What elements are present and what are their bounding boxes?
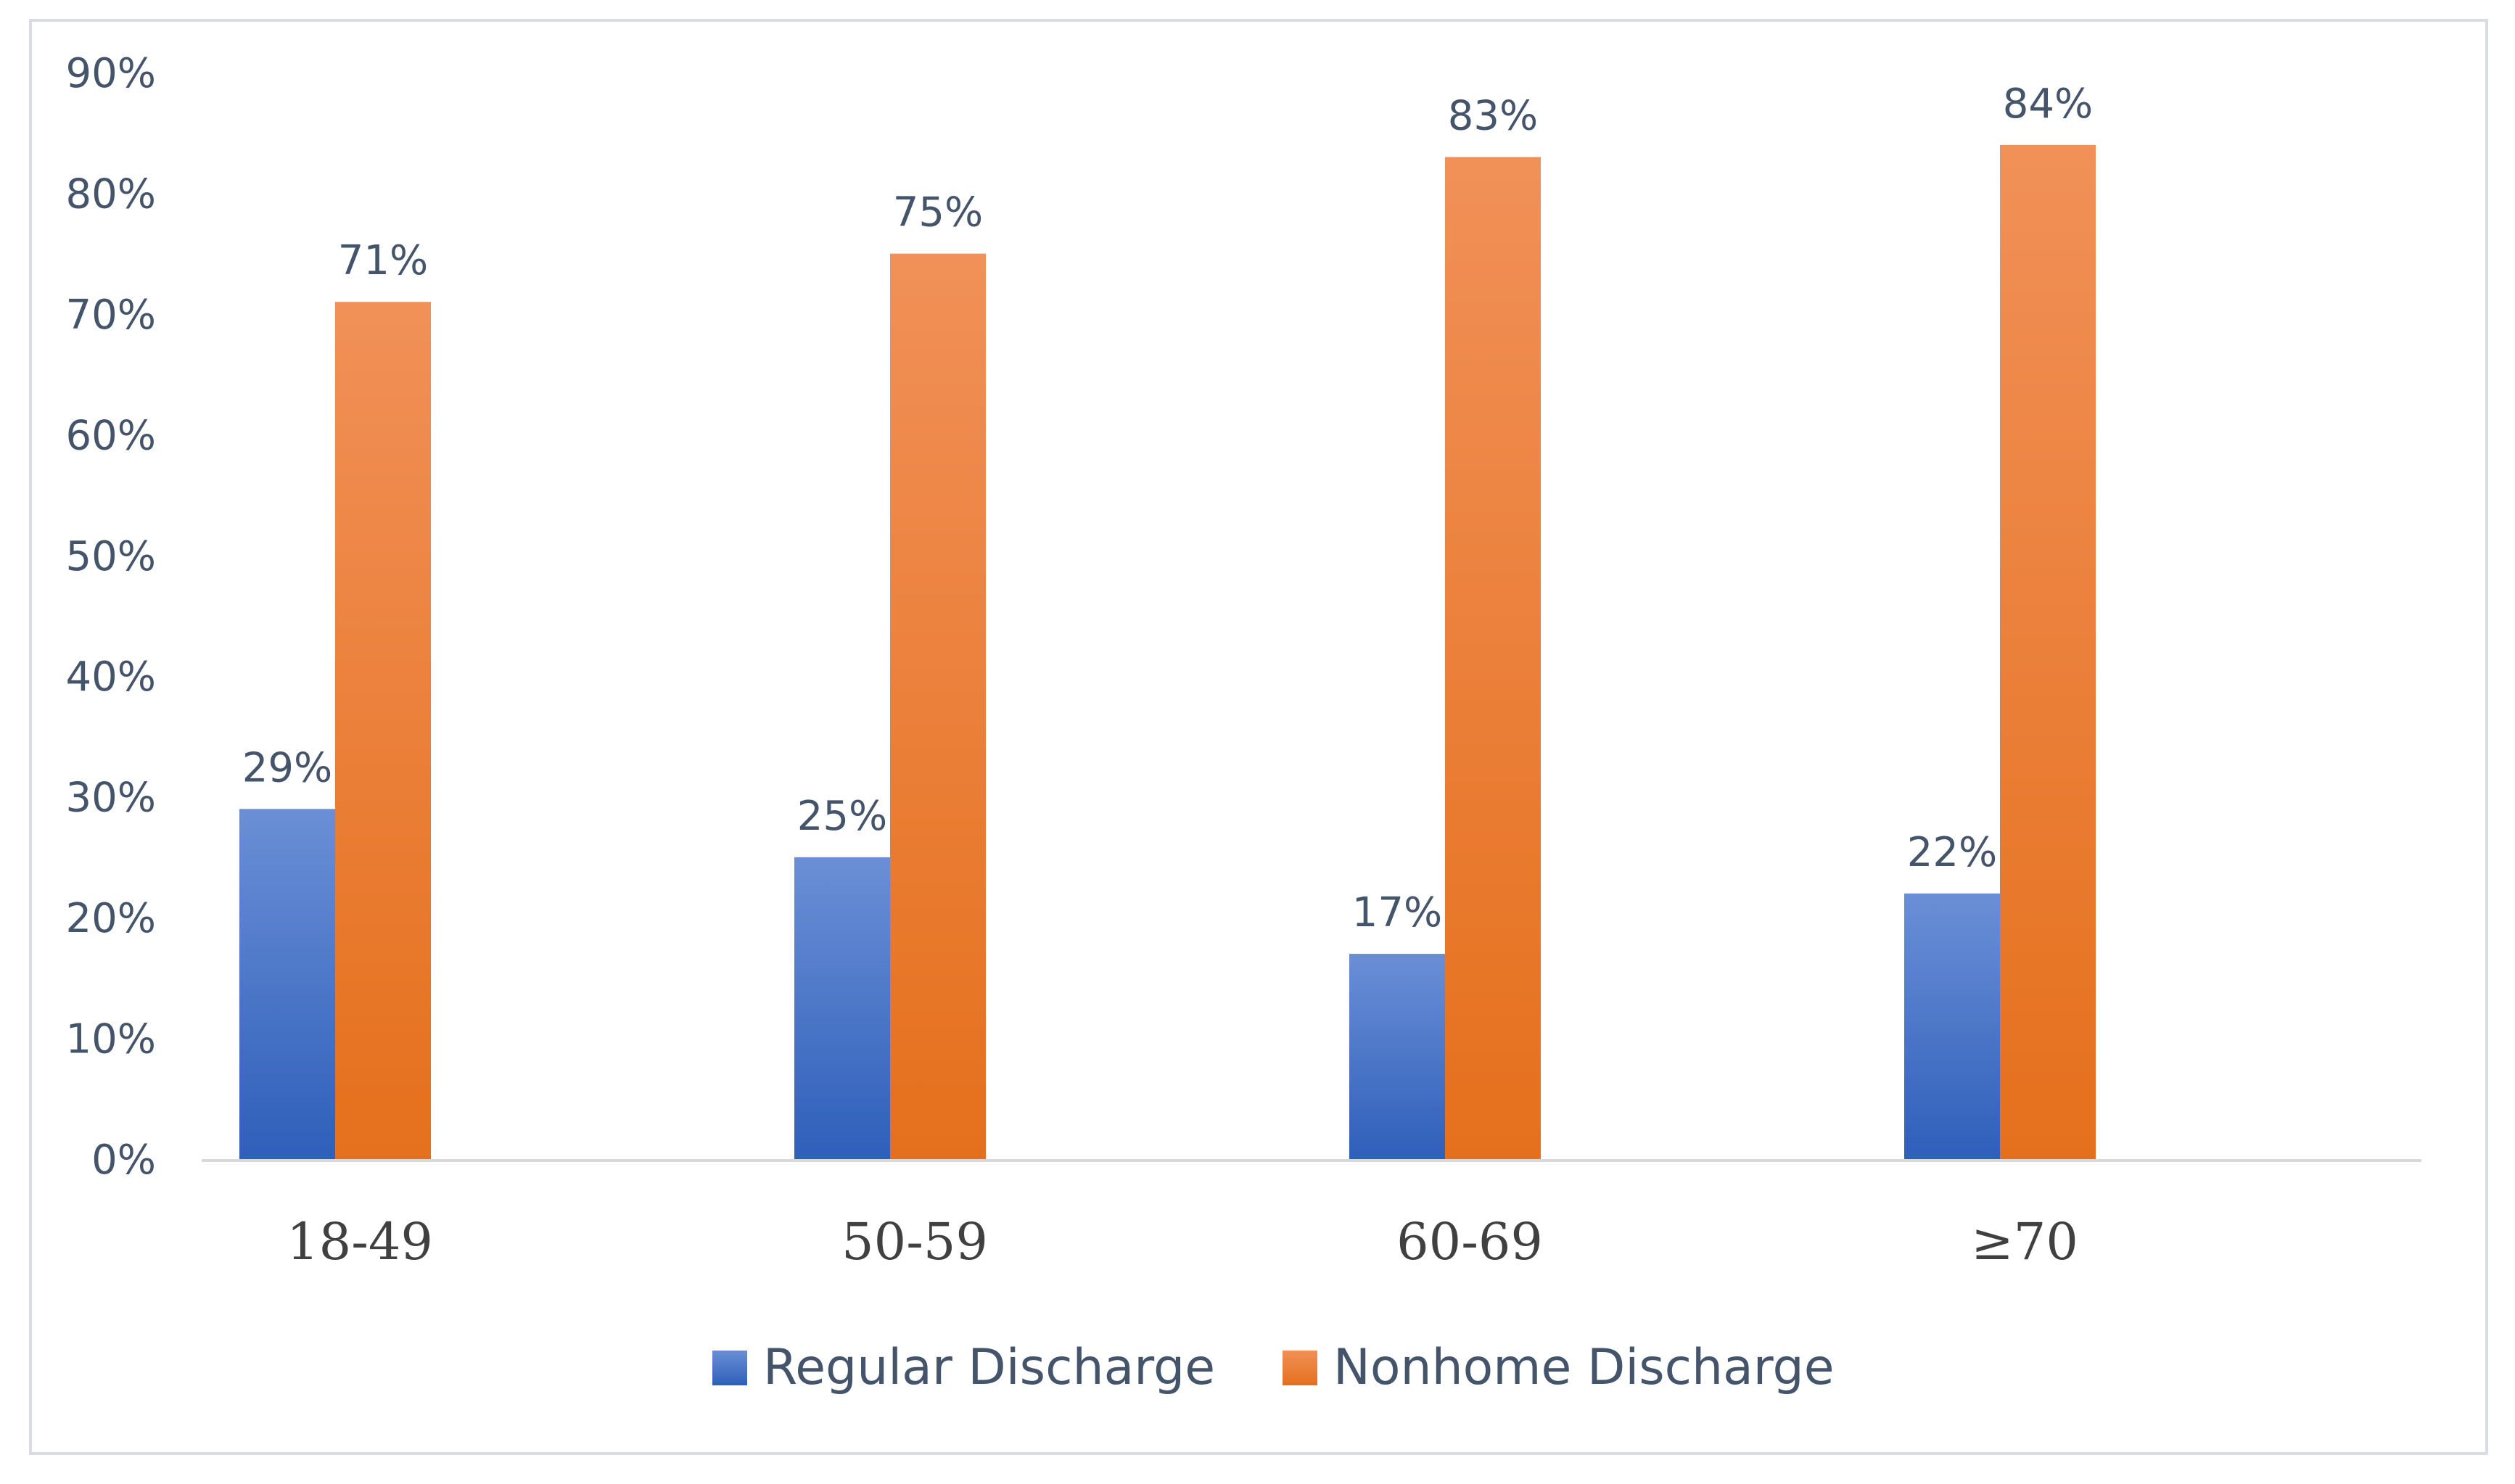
legend-swatch-nonhome bbox=[1283, 1351, 1317, 1385]
x-axis: 18-49 50-59 60-69 ≥70 bbox=[287, 1212, 2078, 1271]
data-label: 71% bbox=[338, 237, 428, 284]
y-tick-label: 30% bbox=[66, 775, 156, 822]
legend-swatch-regular bbox=[712, 1351, 747, 1385]
y-tick-label: 40% bbox=[66, 654, 156, 701]
x-tick-label: ≥70 bbox=[1971, 1212, 2078, 1271]
data-label: 83% bbox=[1448, 93, 1538, 140]
bar-regular-3 bbox=[1904, 893, 2000, 1159]
data-labels: 29% 71% 25% 75% 17% 83% 22% 84% bbox=[242, 81, 2093, 936]
bar-nonhome-2 bbox=[1445, 157, 1541, 1159]
data-label: 29% bbox=[242, 744, 332, 791]
bar-nonhome-1 bbox=[890, 253, 986, 1160]
y-tick-label: 20% bbox=[66, 895, 156, 942]
legend-label-regular: Regular Discharge bbox=[763, 1339, 1215, 1396]
legend: Regular Discharge Nonhome Discharge bbox=[712, 1339, 1835, 1396]
y-tick-label: 60% bbox=[66, 412, 156, 459]
data-label: 25% bbox=[797, 793, 887, 840]
y-tick-label: 80% bbox=[66, 170, 156, 218]
y-axis: 0% 10% 20% 30% 40% 50% 60% 70% 80% 90% bbox=[66, 50, 156, 1184]
x-tick-label: 50-59 bbox=[841, 1212, 988, 1271]
bar-regular-0 bbox=[239, 809, 335, 1159]
bar-regular-1 bbox=[794, 857, 890, 1159]
bar-regular-2 bbox=[1349, 954, 1445, 1159]
data-label: 75% bbox=[893, 189, 983, 236]
x-tick-label: 18-49 bbox=[287, 1212, 433, 1271]
bar-nonhome-3 bbox=[2000, 144, 2096, 1159]
bars bbox=[239, 144, 2096, 1160]
data-label: 84% bbox=[2003, 81, 2093, 128]
x-tick-label: 60-69 bbox=[1396, 1212, 1543, 1271]
y-tick-label: 0% bbox=[91, 1137, 156, 1184]
y-tick-label: 10% bbox=[66, 1016, 156, 1063]
y-tick-label: 50% bbox=[66, 533, 156, 580]
y-tick-label: 90% bbox=[66, 50, 156, 97]
data-label: 22% bbox=[1907, 829, 1997, 876]
legend-label-nonhome: Nonhome Discharge bbox=[1333, 1339, 1835, 1396]
y-tick-label: 70% bbox=[66, 292, 156, 339]
data-label: 17% bbox=[1352, 889, 1442, 936]
bar-nonhome-0 bbox=[335, 302, 431, 1160]
